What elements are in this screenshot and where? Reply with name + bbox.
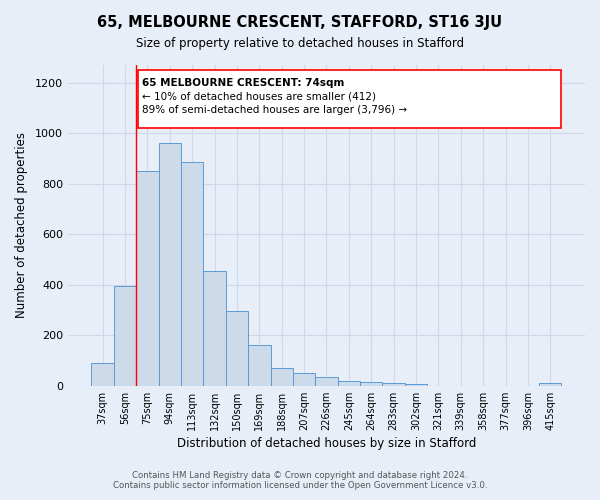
Bar (158, 144, 181, 386)
Bar (114, 286, 136, 386)
X-axis label: Distribution of detached houses by size in Stafford: Distribution of detached houses by size … (177, 437, 476, 450)
Text: Contains HM Land Registry data © Crown copyright and database right 2024.
Contai: Contains HM Land Registry data © Crown c… (113, 470, 487, 490)
Bar (203, 271, 226, 386)
Bar (293, 372, 315, 386)
Bar (248, 346, 271, 386)
Bar (382, 384, 405, 386)
Bar (315, 377, 338, 386)
Bar (405, 384, 427, 386)
Bar (539, 384, 562, 386)
Bar (91, 363, 114, 386)
Text: 65, MELBOURNE CRESCENT, STAFFORD, ST16 3JU: 65, MELBOURNE CRESCENT, STAFFORD, ST16 3… (97, 15, 503, 30)
Text: ← 10% of detached houses are smaller (412): ← 10% of detached houses are smaller (41… (142, 92, 376, 102)
Bar (136, 171, 158, 386)
Bar (181, 162, 203, 386)
Bar (360, 382, 382, 386)
Bar (338, 381, 360, 386)
Bar (139, 70, 562, 128)
Text: Size of property relative to detached houses in Stafford: Size of property relative to detached ho… (136, 38, 464, 51)
Bar (226, 312, 248, 386)
Text: 65 MELBOURNE CRESCENT: 74sqm: 65 MELBOURNE CRESCENT: 74sqm (142, 78, 344, 88)
Y-axis label: Number of detached properties: Number of detached properties (15, 132, 28, 318)
Bar (271, 368, 293, 386)
Text: 89% of semi-detached houses are larger (3,796) →: 89% of semi-detached houses are larger (… (142, 106, 407, 116)
